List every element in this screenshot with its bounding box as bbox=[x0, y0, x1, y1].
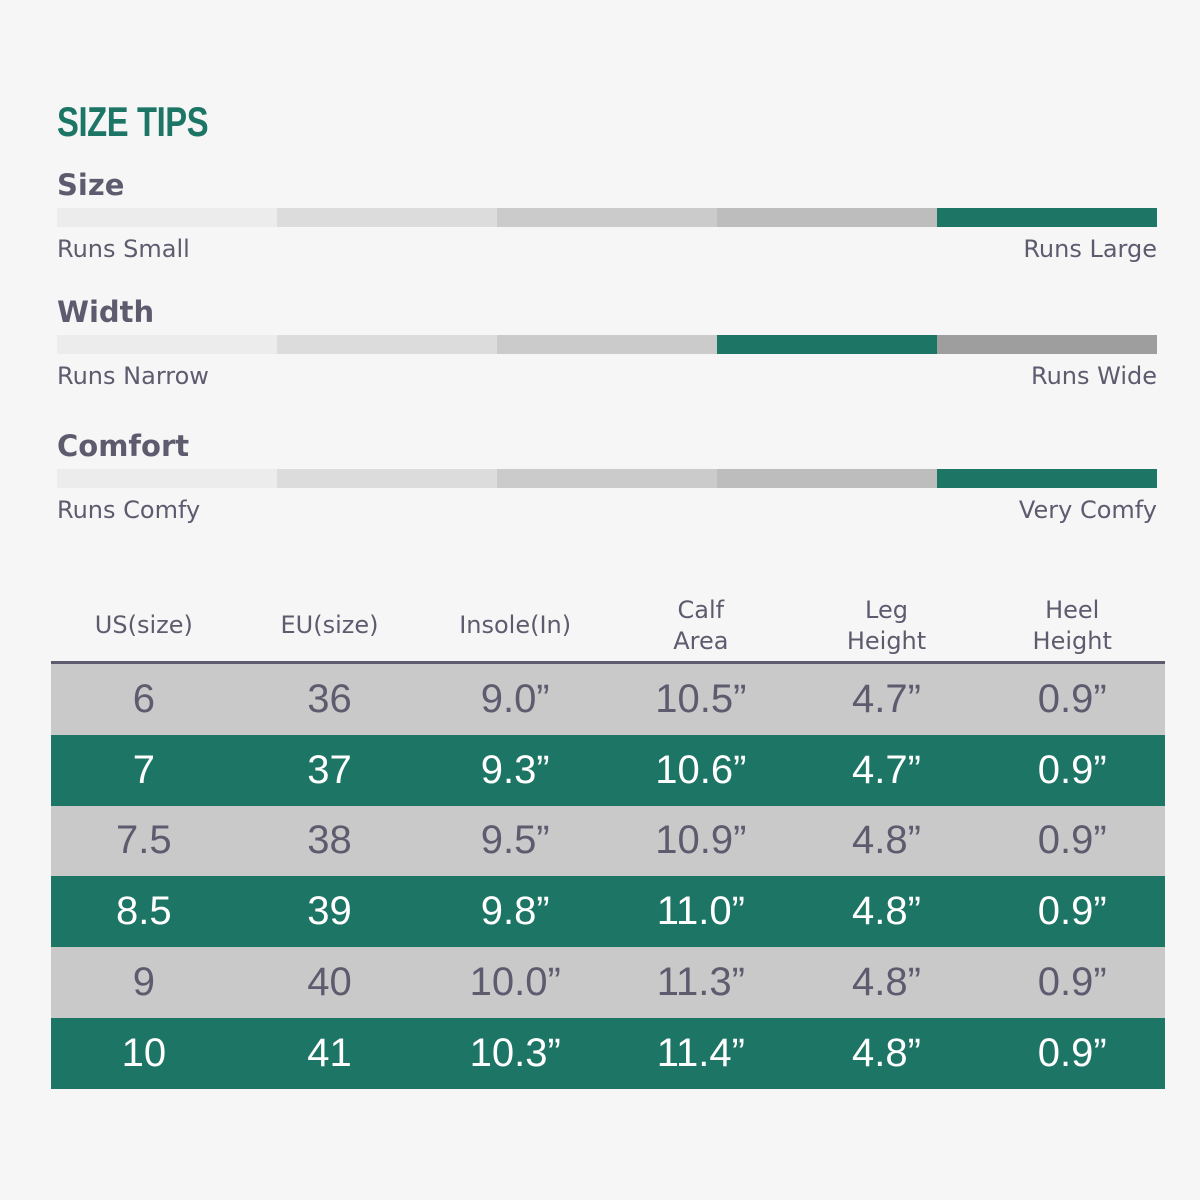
metric-label: Width bbox=[57, 295, 155, 329]
table-row: 10 41 10.3” 11.4” 4.8” 0.9” bbox=[51, 1017, 1165, 1089]
scale-segment bbox=[497, 208, 717, 227]
table-cell: 0.9” bbox=[1037, 676, 1107, 721]
table-cell: 4.8” bbox=[852, 1030, 921, 1075]
scale-segment bbox=[277, 469, 497, 488]
scale-segment bbox=[57, 208, 277, 227]
table-cell: 10.6” bbox=[655, 747, 747, 792]
table-cell: 9.5” bbox=[480, 818, 550, 863]
table-cell: 0.9” bbox=[1037, 960, 1107, 1005]
table-cell: 11.0” bbox=[656, 889, 745, 934]
table-cell: 8.5 bbox=[116, 889, 172, 934]
table-cell: 9.8” bbox=[480, 889, 550, 934]
header-leg-height: Leg Height bbox=[846, 595, 927, 655]
table-cell: 10.9” bbox=[655, 818, 747, 863]
table-cell: 41 bbox=[307, 1030, 352, 1075]
table-cell: 36 bbox=[307, 676, 352, 721]
table-body: 6 36 9.0” 10.5” 4.7” 0.9” 7 37 9.3” 10.6” 4.7” 0.9”… bbox=[51, 664, 1165, 1089]
scale-low-label: Runs Comfy bbox=[57, 496, 201, 524]
metric-label: Comfort bbox=[57, 429, 190, 463]
table-cell: 39 bbox=[307, 889, 352, 934]
header-heel-height: Heel Height bbox=[1032, 595, 1112, 655]
table-cell: 10.3” bbox=[469, 1030, 561, 1075]
table-cell: 10 bbox=[121, 1030, 167, 1075]
table-cell: 7.5 bbox=[116, 818, 172, 863]
size-chart-table: US(size) EU(size) Insole(In) Calf Area L… bbox=[51, 590, 1165, 1089]
table-cell: 11.3” bbox=[656, 960, 745, 1005]
scale-segment bbox=[277, 335, 497, 354]
table-cell: 9 bbox=[132, 960, 155, 1005]
table-header: US(size) EU(size) Insole(In) Calf Area L… bbox=[51, 590, 1165, 664]
scale-segment bbox=[277, 208, 497, 227]
scale-high-label: Runs Wide bbox=[1030, 362, 1157, 390]
scale-bar bbox=[57, 208, 1157, 227]
scale-segment-active bbox=[937, 208, 1157, 227]
table-cell: 37 bbox=[307, 747, 352, 792]
table-cell: 6 bbox=[132, 676, 155, 721]
header-calf-area: Calf Area bbox=[673, 595, 729, 655]
header-eu-size: EU(size) bbox=[280, 611, 379, 639]
scale-segment bbox=[717, 469, 937, 488]
table-cell: 9.3” bbox=[480, 747, 550, 792]
table-cell: 4.7” bbox=[852, 676, 921, 721]
table-cell: 4.7” bbox=[852, 747, 921, 792]
table-cell: 0.9” bbox=[1037, 818, 1107, 863]
scale-segment bbox=[937, 335, 1157, 354]
scale-segment bbox=[717, 208, 937, 227]
table-row: 8.5 39 9.8” 11.0” 4.8” 0.9” bbox=[51, 876, 1165, 948]
metric-width: Width Runs Narrow Runs Wide bbox=[57, 295, 1157, 390]
table-cell: 0.9” bbox=[1037, 747, 1107, 792]
table-row: 6 36 9.0” 10.5” 4.7” 0.9” bbox=[51, 664, 1165, 735]
scale-segment bbox=[497, 335, 717, 354]
table-cell: 4.8” bbox=[852, 960, 921, 1005]
metric-label: Size bbox=[57, 168, 125, 202]
table-row: 9 40 10.0” 11.3” 4.8” 0.9” bbox=[51, 947, 1165, 1018]
scale-low-label: Runs Narrow bbox=[57, 362, 209, 390]
table-cell: 4.8” bbox=[852, 818, 921, 863]
scale-low-label: Runs Small bbox=[57, 235, 190, 263]
table-cell: 4.8” bbox=[852, 889, 921, 934]
table-cell: 10.5” bbox=[655, 676, 747, 721]
table-cell: 9.0” bbox=[480, 676, 550, 721]
scale-segment bbox=[57, 469, 277, 488]
metric-size: Size Runs Small Runs Large bbox=[57, 168, 1157, 263]
table-cell: 38 bbox=[307, 818, 352, 863]
scale-high-label: Very Comfy bbox=[1018, 496, 1157, 524]
scale-bar bbox=[57, 335, 1157, 354]
table-cell: 11.4” bbox=[656, 1030, 745, 1075]
page-title: SIZE TIPS bbox=[57, 98, 209, 145]
table-cell: 0.9” bbox=[1037, 1030, 1107, 1075]
scale-high-label: Runs Large bbox=[1023, 235, 1157, 263]
scale-segment bbox=[57, 335, 277, 354]
table-cell: 7 bbox=[132, 747, 155, 792]
scale-segment-active bbox=[937, 469, 1157, 488]
table-cell: 0.9” bbox=[1037, 889, 1107, 934]
scale-segment-active bbox=[717, 335, 937, 354]
table-cell: 40 bbox=[307, 960, 352, 1005]
metric-comfort: Comfort Runs Comfy Very Comfy bbox=[57, 429, 1157, 524]
scale-segment bbox=[497, 469, 717, 488]
table-row: 7.5 38 9.5” 10.9” 4.8” 0.9” bbox=[51, 805, 1165, 877]
table-cell: 10.0” bbox=[469, 960, 561, 1005]
header-us-size: US(size) bbox=[94, 611, 193, 639]
table-row: 7 37 9.3” 10.6” 4.7” 0.9” bbox=[51, 734, 1165, 806]
header-insole: Insole(In) bbox=[459, 611, 572, 639]
scale-bar bbox=[57, 469, 1157, 488]
